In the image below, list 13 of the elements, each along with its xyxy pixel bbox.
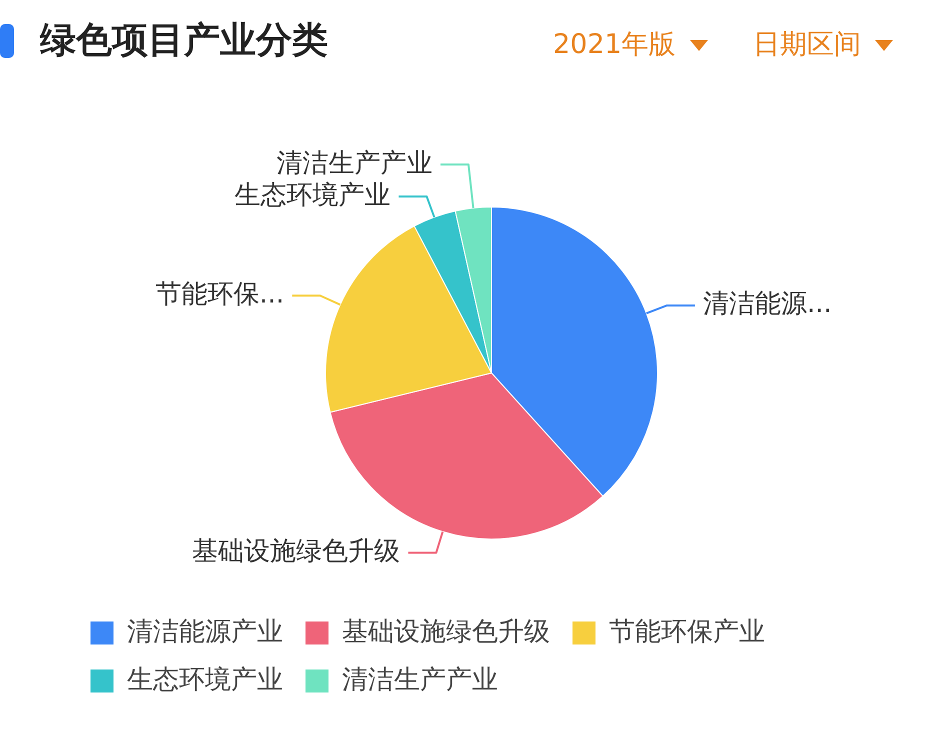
text: 节能环保... bbox=[155, 279, 284, 310]
slice-label: 基础设施绿色升级 bbox=[192, 536, 400, 566]
legend-label: 节能环保产业 bbox=[609, 616, 765, 647]
legend-label: 生态环境产业 bbox=[127, 664, 283, 695]
slice-label: 生态环境产业 bbox=[234, 180, 391, 210]
legend-label: 基础设施绿色升级 bbox=[342, 616, 550, 647]
legend-label: 清洁能源产业 bbox=[127, 616, 283, 647]
slice-label: 清洁生产产业 bbox=[276, 148, 432, 178]
text: 清洁能源... bbox=[702, 289, 832, 320]
text: 日期区间 bbox=[753, 28, 862, 62]
text: 2021年版 bbox=[553, 28, 677, 62]
legend-label: 清洁生产产业 bbox=[342, 664, 498, 695]
chart-title: 绿色项目产业分类 bbox=[40, 19, 328, 63]
